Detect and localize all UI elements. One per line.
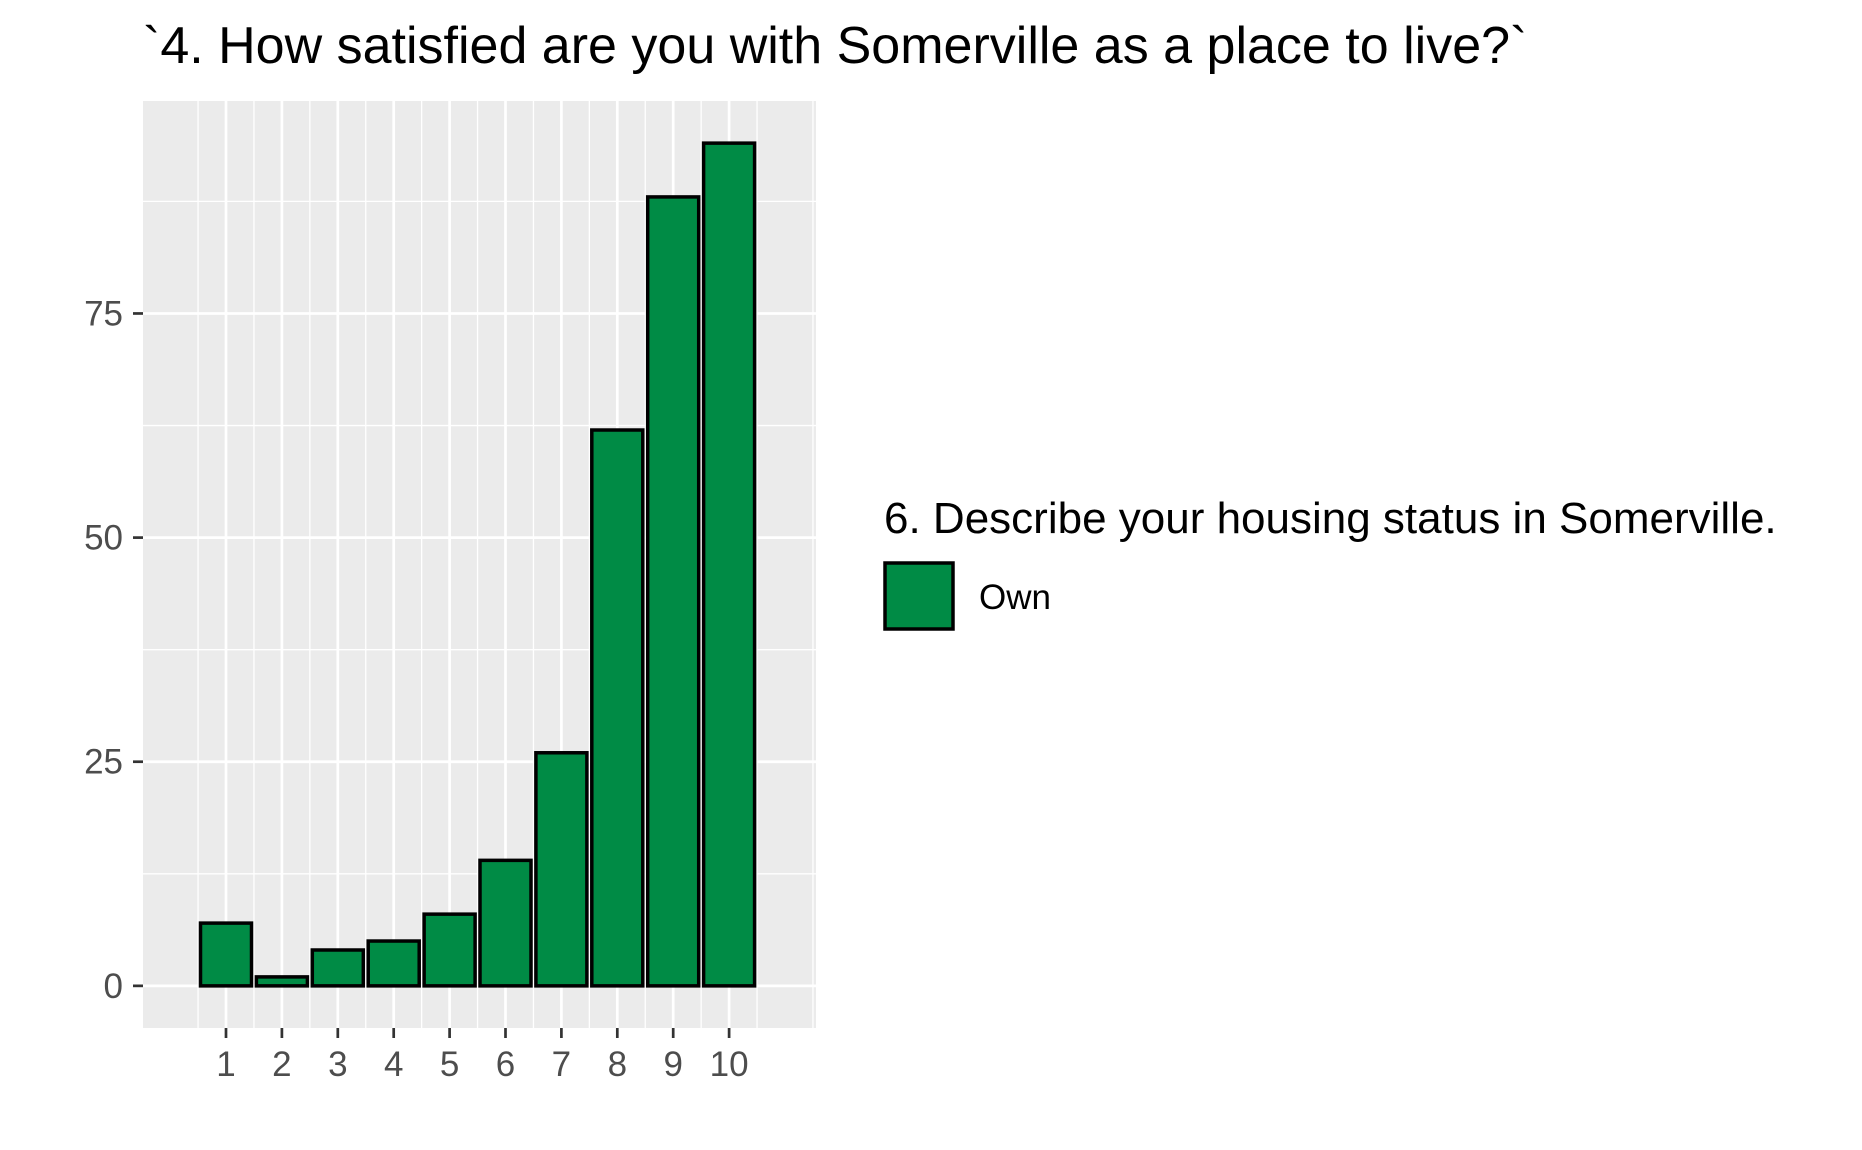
bar-4	[366, 939, 421, 988]
chart-title: `4. How satisfied are you with Somervill…	[143, 17, 1527, 75]
x-tick-label-1: 1	[216, 1045, 235, 1084]
x-tick-label-6: 6	[496, 1045, 515, 1084]
x-tick-label-7: 7	[552, 1045, 571, 1084]
x-tick-label-5: 5	[440, 1045, 459, 1084]
y-tick-label: 0	[104, 967, 123, 1006]
minor-gridlines	[143, 101, 816, 1028]
y-tick-label: 50	[84, 519, 123, 558]
y-tick-label: 75	[84, 294, 123, 333]
bar-6	[478, 858, 533, 988]
bar-10	[701, 141, 757, 988]
y-tick-label: 25	[84, 743, 123, 782]
bar-1	[198, 921, 254, 988]
x-tick-label-4: 4	[384, 1045, 403, 1084]
legend-key-own	[883, 561, 955, 631]
bar-5	[422, 912, 477, 988]
bar-7	[534, 751, 589, 988]
x-axis: 1 2 3 4 5 6 7 8 9 10	[216, 1028, 749, 1084]
legend-label-own: Own	[979, 578, 1051, 617]
bar-2	[254, 975, 310, 988]
bar-series	[198, 141, 757, 988]
y-axis: 0 25 50 75	[84, 294, 143, 1006]
legend-title: 6. Describe your housing status in Somer…	[884, 494, 1777, 543]
x-tick-label-2: 2	[272, 1045, 291, 1084]
bar-8	[590, 428, 645, 988]
legend: 6. Describe your housing status in Somer…	[883, 494, 1777, 631]
bar-9	[645, 195, 701, 988]
x-tick-label-9: 9	[663, 1045, 682, 1084]
x-tick-label-3: 3	[328, 1045, 347, 1084]
x-tick-label-8: 8	[608, 1045, 627, 1084]
bar-3	[310, 948, 366, 988]
x-tick-label-10: 10	[710, 1045, 749, 1084]
